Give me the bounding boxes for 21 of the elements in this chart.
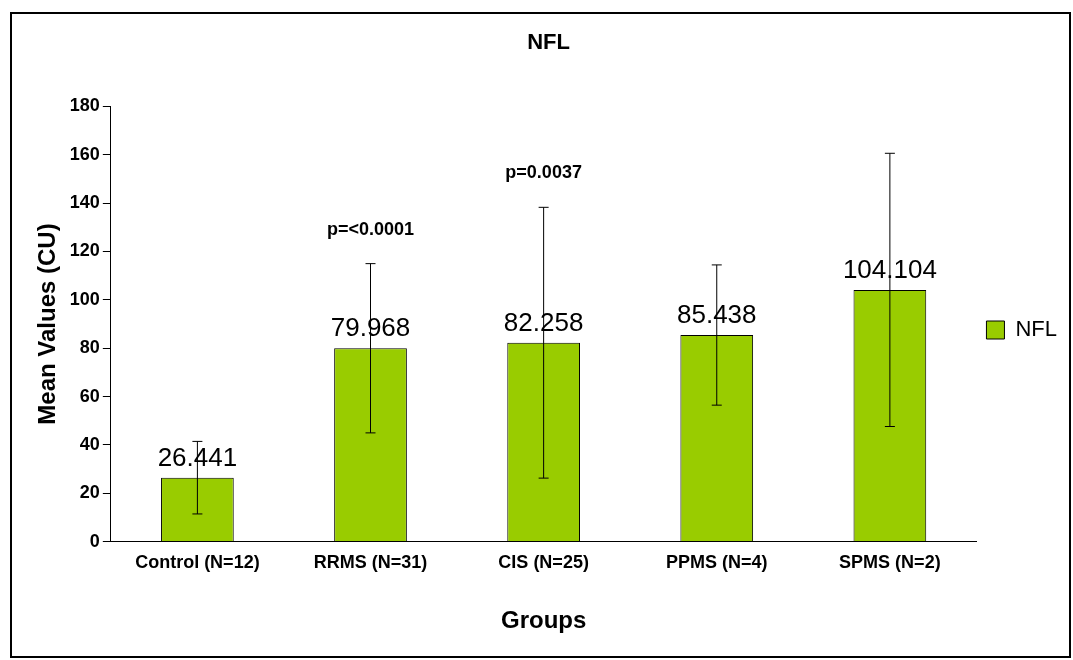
annotation: p=<0.0001 <box>326 218 415 239</box>
y-tick-label: 100 <box>69 288 100 309</box>
legend-label: NFL <box>1015 316 1057 342</box>
y-tick-label: 160 <box>69 143 100 164</box>
y-tick-label: 180 <box>69 95 100 116</box>
x-tick-label: Control (N=12) <box>135 552 260 573</box>
y-tick-label: 60 <box>79 385 100 406</box>
x-axis-title: Groups <box>500 606 587 634</box>
y-tick-label: 40 <box>79 433 100 454</box>
x-tick-label: SPMS (N=2) <box>839 552 941 573</box>
y-tick-label: 80 <box>79 337 100 358</box>
y-tick-label: 140 <box>69 192 100 213</box>
annotation: p=0.0037 <box>505 162 582 183</box>
y-tick-label: 0 <box>89 530 100 551</box>
chart-title: NFL <box>527 29 570 55</box>
y-tick-label: 120 <box>69 240 100 261</box>
x-tick-label: CIS (N=25) <box>498 552 589 573</box>
x-tick-label: RRMS (N=31) <box>313 552 428 573</box>
y-tick-label: 20 <box>79 482 100 503</box>
x-tick-label: PPMS (N=4) <box>665 552 768 573</box>
y-axis-title: Mean Values (CU) <box>33 223 61 425</box>
